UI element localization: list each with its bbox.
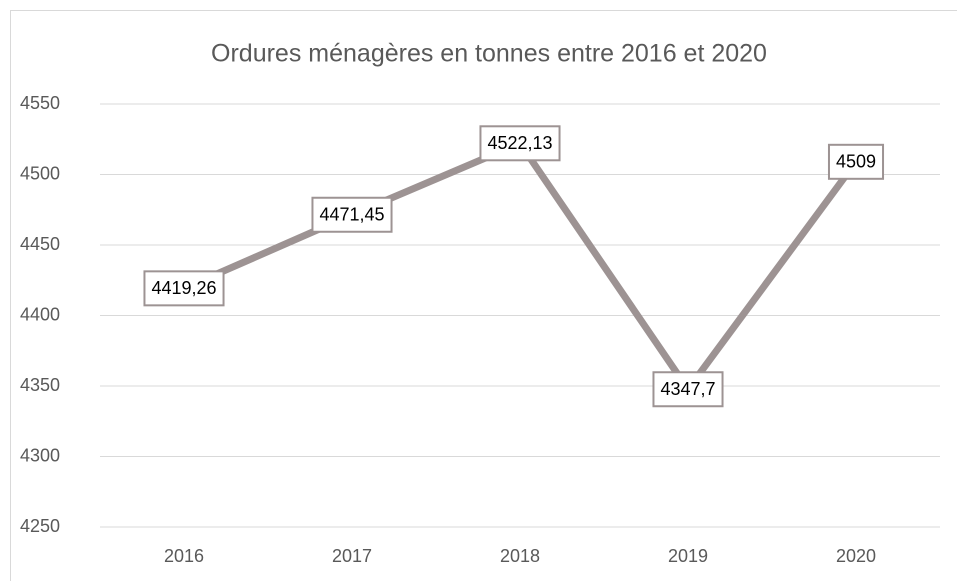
y-tick-label: 4500 xyxy=(20,163,60,183)
data-label: 4419,26 xyxy=(151,278,216,298)
data-label: 4509 xyxy=(836,152,876,172)
data-label-box xyxy=(652,371,724,408)
data-label-box xyxy=(479,125,561,162)
y-tick-label: 4400 xyxy=(20,304,60,324)
y-tick-label: 4250 xyxy=(20,516,60,536)
y-tick-label: 4350 xyxy=(20,375,60,395)
data-label-box xyxy=(311,196,393,233)
data-label: 4347,7 xyxy=(660,379,715,399)
x-tick-label: 2017 xyxy=(332,546,372,566)
y-tick-label: 4550 xyxy=(20,93,60,113)
y-tick-label: 4450 xyxy=(20,234,60,254)
data-label-box xyxy=(827,143,885,180)
x-tick-label: 2020 xyxy=(836,546,876,566)
x-tick-label: 2019 xyxy=(668,546,708,566)
data-label: 4471,45 xyxy=(319,205,384,225)
data-label-box xyxy=(143,270,225,307)
x-tick-label: 2016 xyxy=(164,546,204,566)
chart-title: Ordures ménagères en tonnes entre 2016 e… xyxy=(211,40,767,68)
y-tick-label: 4300 xyxy=(20,445,60,465)
data-label: 4522,13 xyxy=(487,133,552,153)
x-tick-label: 2018 xyxy=(500,546,540,566)
